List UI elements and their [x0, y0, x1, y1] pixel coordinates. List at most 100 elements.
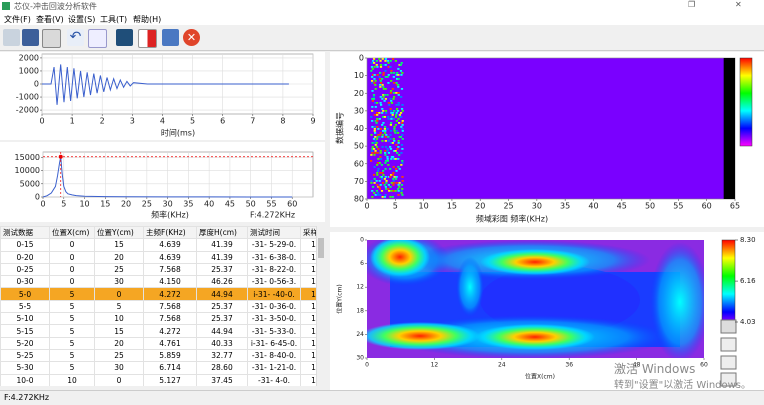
restore-button[interactable]: ❐ — [688, 0, 696, 9]
tool-button[interactable] — [720, 372, 737, 387]
x-tick-label: 35 — [183, 200, 193, 209]
x-tick-label: 45 — [617, 202, 627, 211]
heatmap-cell — [397, 142, 400, 144]
heatmap-cell — [372, 96, 375, 98]
scroll-thumb[interactable] — [318, 238, 324, 258]
watermark-title: 激活 Windows — [614, 362, 696, 376]
table-cell: -31- 3-50-0. — [247, 312, 301, 326]
heatmap-cell — [397, 146, 400, 148]
window-title: 芯仪-冲击回波分析软件 — [14, 2, 97, 11]
x-tick-label: 40 — [588, 202, 598, 211]
plot-area — [366, 57, 736, 200]
wave-button[interactable] — [88, 29, 107, 48]
heatmap-cell — [383, 132, 387, 134]
heatmap-cell — [390, 142, 393, 144]
heatmap-cell — [387, 140, 390, 142]
menu-item[interactable]: 查看(V) — [36, 15, 64, 24]
column-header[interactable]: 采样率(… — [300, 226, 316, 240]
chart-button[interactable] — [138, 29, 157, 48]
heatmap-cell — [371, 100, 374, 102]
heatmap-cell — [389, 124, 392, 126]
menu-item[interactable]: 工具(T) — [100, 15, 128, 24]
menu-item[interactable]: 帮助(H) — [133, 15, 162, 24]
x-tick-label: 50 — [645, 202, 655, 211]
heatmap-cell — [375, 180, 378, 182]
heatmap-cell — [400, 88, 404, 90]
heatmap-cell — [394, 116, 398, 118]
heatmap-cell — [387, 188, 390, 190]
tool-button[interactable] — [720, 355, 737, 370]
menu-item[interactable]: 文件(F) — [4, 15, 31, 24]
table-cell: 5-10 — [0, 312, 50, 326]
book-button[interactable] — [162, 29, 179, 46]
heatmap-cell — [384, 140, 387, 142]
table-cell: 44.94 — [196, 287, 248, 301]
x-tick-label: 0 — [40, 200, 45, 209]
heatmap-cell — [378, 162, 382, 164]
heatmap-cell — [397, 118, 400, 120]
column-header[interactable]: 测试时间 — [247, 226, 301, 240]
heatmap-cell — [389, 134, 392, 136]
heatmap-cell — [381, 140, 384, 142]
heatmap-cell — [379, 80, 382, 82]
heatmap-cell — [401, 124, 404, 126]
close-button[interactable]: ✕ — [735, 0, 742, 9]
table-cell: 4.150 — [143, 275, 197, 289]
scrollbar[interactable] — [316, 226, 325, 386]
title-bar: 芯仪-冲击回波分析软件 ❐ ✕ — [0, 0, 764, 13]
heatmap-cell — [370, 180, 373, 182]
x-axis-label: 时间(ms) — [161, 128, 195, 138]
heatmap-cell — [384, 186, 387, 188]
table-cell: 10 — [94, 312, 144, 326]
y-tick-label: 2000 — [19, 53, 39, 62]
heatmap-cell — [395, 182, 398, 184]
print-button[interactable] — [42, 29, 61, 48]
tool-button[interactable] — [720, 337, 737, 352]
undo-button[interactable]: ↶ — [67, 29, 84, 46]
heatmap-cell — [383, 126, 387, 128]
column-header[interactable]: 位置Y(cm) — [94, 226, 144, 240]
x-tick-label: 60 — [700, 362, 708, 369]
cube-button[interactable] — [116, 29, 133, 46]
heatmap-cell — [373, 74, 376, 76]
tool-button[interactable] — [720, 319, 737, 334]
heatmap-cell — [392, 138, 395, 140]
heatmap-cell — [379, 128, 382, 130]
annotation: F:4.272KHz — [250, 211, 295, 220]
column-header[interactable]: 主频F(KHz) — [143, 226, 197, 240]
heatmap-cell — [397, 68, 400, 70]
table-cell: 25.37 — [196, 312, 248, 326]
heatmap-cell — [397, 74, 400, 76]
heatmap-cell — [372, 62, 376, 64]
menu-item[interactable]: 设置(S) — [68, 15, 96, 24]
heatmap-cell — [371, 186, 375, 188]
exit-button[interactable]: ✕ — [183, 29, 200, 46]
heatmap-cell — [381, 108, 384, 110]
heatmap-cell — [379, 156, 382, 158]
heatmap-cell — [389, 60, 392, 62]
heatmap-cell — [390, 118, 393, 120]
column-header[interactable]: 位置X(cm) — [49, 226, 95, 240]
heatmap-cell — [391, 114, 394, 116]
save-button[interactable] — [22, 29, 39, 46]
table-cell: 12500 — [300, 250, 316, 264]
open-button[interactable] — [3, 29, 20, 46]
heatmap-cell — [399, 112, 403, 114]
heatmap-cell — [374, 140, 377, 142]
column-header[interactable]: 厚度H(cm) — [196, 226, 248, 240]
heatmap-cell — [392, 178, 395, 180]
column-header[interactable]: 测试数据 — [0, 226, 50, 240]
heatmap-cell — [394, 124, 398, 126]
